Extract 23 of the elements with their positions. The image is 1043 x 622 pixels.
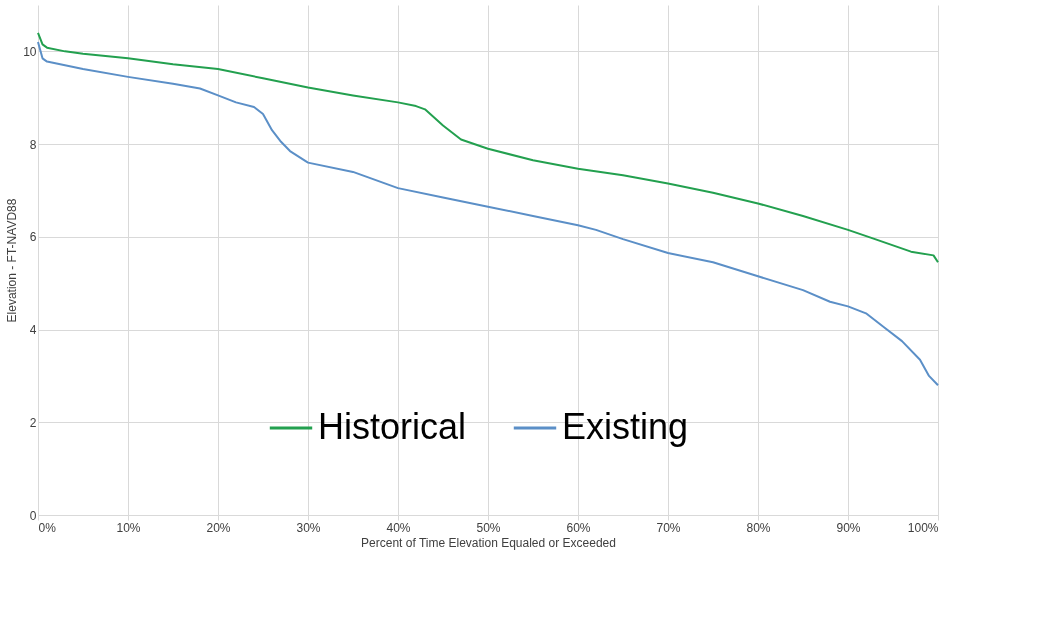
y-tick-label: 6 [29, 230, 37, 245]
x-axis-title: Percent of Time Elevation Equaled or Exceeded [361, 535, 616, 550]
line-series [37, 31, 939, 264]
y-tick-label: 4 [29, 323, 37, 338]
x-tick-label: 40% [386, 520, 411, 535]
x-tick-label: 30% [296, 520, 321, 535]
legend-label: Historical [318, 406, 467, 447]
x-tick-label: 90% [836, 520, 861, 535]
legend-label: Existing [562, 406, 689, 447]
y-axis-title: Elevation - FT-NAVD88 [5, 198, 20, 323]
line-series [37, 41, 939, 387]
x-tick-label: 80% [746, 520, 771, 535]
x-tick-label: 60% [566, 520, 591, 535]
x-tick-label: 50% [476, 520, 501, 535]
y-tick-label: 8 [29, 137, 37, 152]
x-tick-label: 0% [38, 520, 57, 535]
y-tick-label: 0 [29, 508, 37, 523]
x-tick-label: 10% [116, 520, 141, 535]
y-tick-label: 10 [23, 44, 37, 59]
x-tick-label: 100% [907, 520, 939, 535]
x-tick-label: 20% [206, 520, 231, 535]
x-tick-label: 70% [656, 520, 681, 535]
y-tick-label: 2 [29, 415, 37, 430]
